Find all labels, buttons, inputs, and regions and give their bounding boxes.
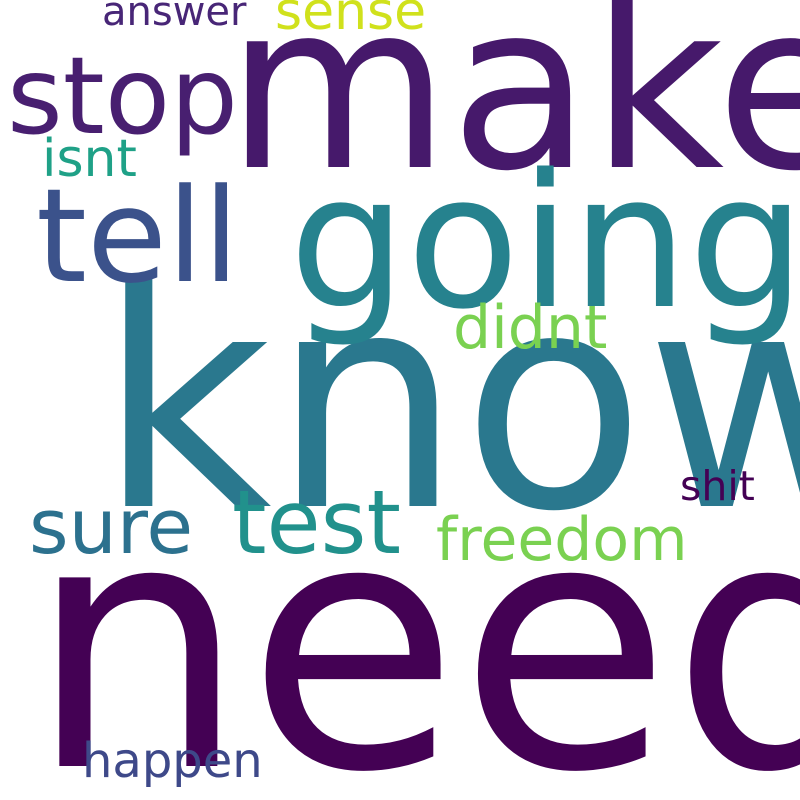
word-know: know [98, 228, 800, 577]
word-answer: answer [102, 0, 247, 35]
word-freedom: freedom [436, 505, 688, 575]
word-tell: tell [36, 160, 240, 312]
word-need: need [28, 447, 800, 800]
word-stop: stop [7, 35, 239, 159]
word-shit: shit [680, 462, 755, 510]
word-didnt: didnt [453, 293, 608, 363]
word-happen: happen [82, 733, 263, 789]
word-going: going [289, 134, 800, 350]
word-sense: sense [275, 0, 427, 42]
word-isnt: isnt [42, 129, 137, 189]
word-sure: sure [29, 482, 194, 571]
word-test: test [232, 471, 401, 574]
word-make: make [226, 0, 800, 222]
